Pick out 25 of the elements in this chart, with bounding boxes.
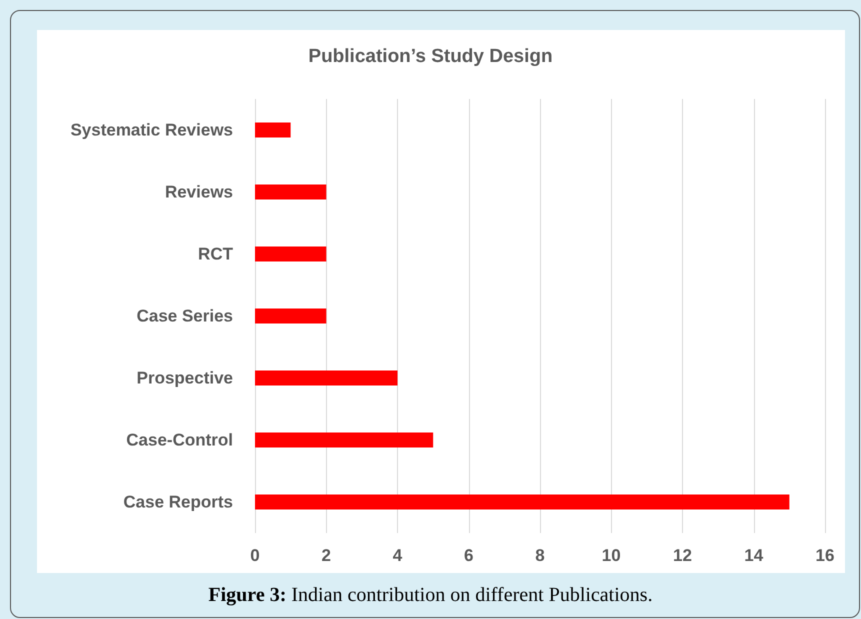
caption: Figure 3: Indian contribution on different Publications. [208,584,653,606]
x-tick-label: 0 [250,546,260,565]
bar [255,494,790,510]
y-tick-label: Case-Control [126,430,233,450]
y-tick-label: Reviews [164,182,233,202]
bar [255,184,326,200]
x-tick-label: 14 [744,546,764,565]
x-tick-label: 8 [535,546,545,565]
y-tick-label: Case Series [136,306,233,326]
x-tick-label: 16 [816,546,834,565]
x-tick-label: 2 [322,546,331,565]
y-tick-label: RCT [198,244,234,264]
x-tick-label: 4 [392,546,403,565]
x-tick-label: 12 [673,546,692,565]
bar [255,308,326,324]
y-tick-label: Prospective [136,368,233,388]
bar [255,122,291,138]
bar [255,246,326,262]
chart-title: Publication’s Study Design [308,46,553,67]
bar [255,370,398,386]
y-tick-label: Systematic Reviews [70,120,233,140]
x-tick-label: 6 [464,546,474,565]
x-tick-label: 10 [602,546,621,565]
y-tick-label: Case Reports [123,492,233,512]
bar [255,432,434,448]
